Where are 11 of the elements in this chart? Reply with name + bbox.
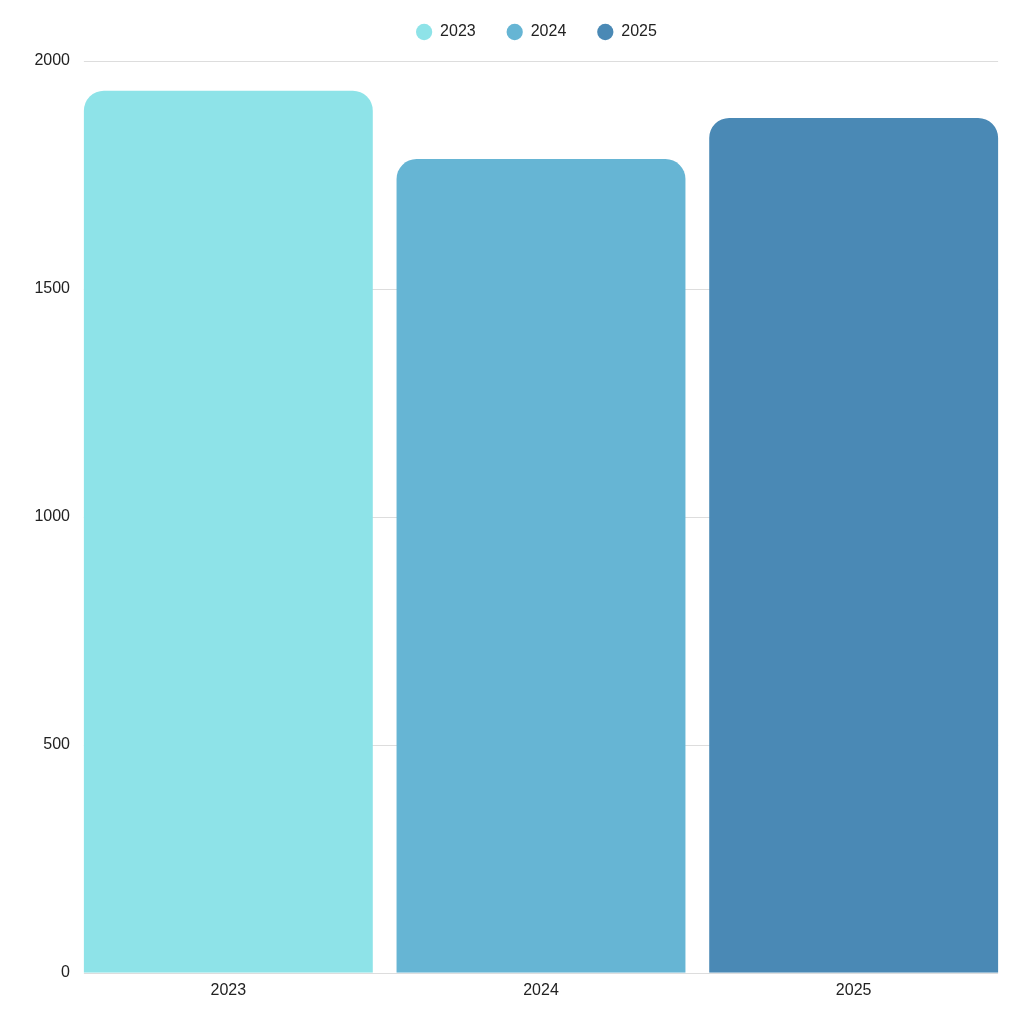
legend-label: 2023	[440, 22, 476, 40]
y-tick-label: 0	[61, 963, 71, 981]
y-tick-label: 1500	[34, 279, 71, 297]
y-tick-label: 2000	[34, 51, 71, 69]
x-tick-label: 2025	[835, 980, 872, 998]
y-tick-label: 500	[43, 735, 71, 753]
legend-label: 2025	[621, 22, 657, 40]
y-tick-label: 1000	[34, 507, 71, 525]
x-tick-label: 2024	[523, 980, 559, 998]
legend-label: 2024	[530, 22, 567, 40]
x-tick-label: 2023	[210, 980, 247, 998]
